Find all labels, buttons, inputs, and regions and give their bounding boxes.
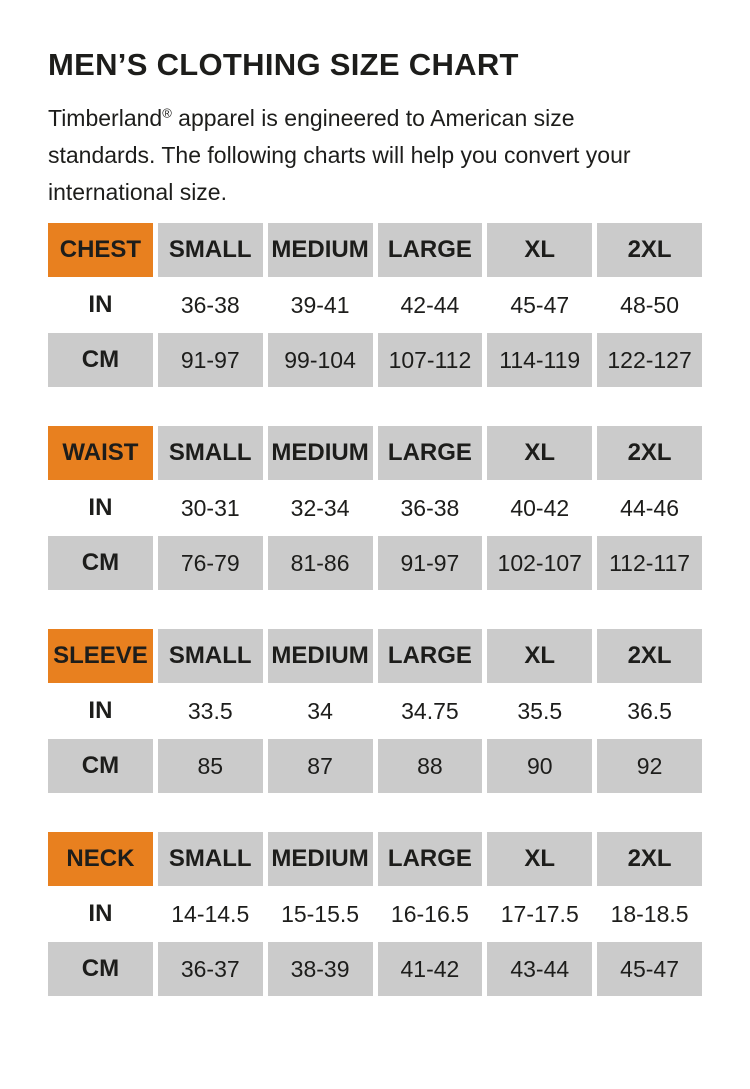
table-label: SLEEVE bbox=[48, 629, 153, 683]
size-value: 102-107 bbox=[487, 536, 593, 590]
size-column-header: LARGE bbox=[377, 426, 483, 480]
size-value: 34 bbox=[307, 697, 333, 724]
size-value: 76-79 bbox=[157, 536, 263, 590]
size-tables: CHEST SMALL MEDIUM LARGE XL 2XL IN 36-38 39-41 42… bbox=[48, 223, 702, 996]
size-value: 18-18.5 bbox=[610, 900, 689, 927]
page: MEN’S CLOTHING SIZE CHART Timberland® ap… bbox=[0, 46, 750, 996]
size-value: 48-50 bbox=[620, 291, 679, 318]
size-column-header: MEDIUM bbox=[267, 223, 373, 277]
intro-line-1: Timberland® apparel is engineered to Ame… bbox=[48, 100, 702, 137]
size-value: 99-104 bbox=[267, 333, 373, 387]
intro-line-3: international size. bbox=[48, 179, 227, 205]
registered-trademark-symbol: ® bbox=[162, 105, 172, 121]
size-column-header: MEDIUM bbox=[267, 832, 373, 886]
unit-label: CM bbox=[48, 739, 153, 793]
size-value: 36-38 bbox=[400, 494, 460, 521]
table-label: CHEST bbox=[48, 223, 153, 277]
size-value: 42-44 bbox=[400, 291, 460, 318]
size-value: 33.5 bbox=[187, 697, 233, 724]
size-value: 34.75 bbox=[401, 697, 459, 724]
size-value: 88 bbox=[377, 739, 483, 793]
size-column-header: SMALL bbox=[157, 629, 263, 683]
unit-label: IN bbox=[88, 291, 113, 318]
size-value: 87 bbox=[267, 739, 373, 793]
unit-label: CM bbox=[48, 536, 153, 590]
size-value: 85 bbox=[157, 739, 263, 793]
size-column-header: 2XL bbox=[597, 832, 702, 886]
size-value: 36-37 bbox=[157, 942, 263, 996]
size-value: 43-44 bbox=[487, 942, 593, 996]
size-column-header: 2XL bbox=[597, 223, 702, 277]
intro-line-1-rest: apparel is engineered to American size bbox=[171, 105, 575, 131]
size-value: 17-17.5 bbox=[500, 900, 579, 927]
size-value: 81-86 bbox=[267, 536, 373, 590]
unit-label: IN bbox=[88, 900, 113, 927]
unit-label: CM bbox=[48, 333, 153, 387]
size-table-sleeve: SLEEVE SMALL MEDIUM LARGE XL 2XL IN 33.5 34 34.75… bbox=[48, 629, 702, 793]
size-table-waist: WAIST SMALL MEDIUM LARGE XL 2XL IN 30-31 32-34 36… bbox=[48, 426, 702, 590]
size-value: 114-119 bbox=[487, 333, 593, 387]
size-column-header: SMALL bbox=[157, 223, 263, 277]
size-column-header: 2XL bbox=[597, 629, 702, 683]
size-column-header: SMALL bbox=[157, 832, 263, 886]
size-column-header: LARGE bbox=[377, 223, 483, 277]
size-column-header: LARGE bbox=[377, 832, 483, 886]
size-column-header: XL bbox=[487, 426, 593, 480]
intro-text: Timberland® apparel is engineered to Ame… bbox=[48, 100, 702, 211]
unit-label: IN bbox=[88, 494, 113, 521]
size-column-header: XL bbox=[487, 223, 593, 277]
size-value: 45-47 bbox=[510, 291, 570, 318]
size-value: 40-42 bbox=[510, 494, 570, 521]
size-column-header: MEDIUM bbox=[267, 629, 373, 683]
size-value: 32-34 bbox=[290, 494, 350, 521]
size-value: 41-42 bbox=[377, 942, 483, 996]
size-value: 90 bbox=[487, 739, 593, 793]
size-column-header: XL bbox=[487, 832, 593, 886]
size-value: 16-16.5 bbox=[390, 900, 469, 927]
size-value: 44-46 bbox=[620, 494, 679, 521]
size-value: 14-14.5 bbox=[171, 900, 250, 927]
size-value: 92 bbox=[597, 739, 702, 793]
size-value: 91-97 bbox=[377, 536, 483, 590]
size-column-header: 2XL bbox=[597, 426, 702, 480]
size-value: 91-97 bbox=[157, 333, 263, 387]
size-value: 36.5 bbox=[627, 697, 672, 724]
size-value: 36-38 bbox=[180, 291, 240, 318]
brand-name: Timberland bbox=[48, 105, 163, 131]
size-column-header: XL bbox=[487, 629, 593, 683]
size-value: 112-117 bbox=[597, 536, 702, 590]
size-column-header: SMALL bbox=[157, 426, 263, 480]
size-value: 15-15.5 bbox=[281, 900, 360, 927]
size-value: 107-112 bbox=[377, 333, 483, 387]
size-value: 45-47 bbox=[597, 942, 702, 996]
size-table-neck: NECK SMALL MEDIUM LARGE XL 2XL IN 14-14.5 15-15.… bbox=[48, 832, 702, 996]
unit-label: IN bbox=[88, 697, 113, 724]
table-label: WAIST bbox=[48, 426, 153, 480]
size-value: 35.5 bbox=[517, 697, 563, 724]
size-table-chest: CHEST SMALL MEDIUM LARGE XL 2XL IN 36-38 39-41 42… bbox=[48, 223, 702, 387]
unit-label: CM bbox=[48, 942, 153, 996]
size-value: 38-39 bbox=[267, 942, 373, 996]
table-label: NECK bbox=[48, 832, 153, 886]
intro-line-2: standards. The following charts will hel… bbox=[48, 142, 631, 168]
size-column-header: MEDIUM bbox=[267, 426, 373, 480]
size-value: 122-127 bbox=[597, 333, 702, 387]
page-title: MEN’S CLOTHING SIZE CHART bbox=[48, 47, 519, 82]
size-value: 30-31 bbox=[180, 494, 240, 521]
size-column-header: LARGE bbox=[377, 629, 483, 683]
size-value: 39-41 bbox=[290, 291, 350, 318]
